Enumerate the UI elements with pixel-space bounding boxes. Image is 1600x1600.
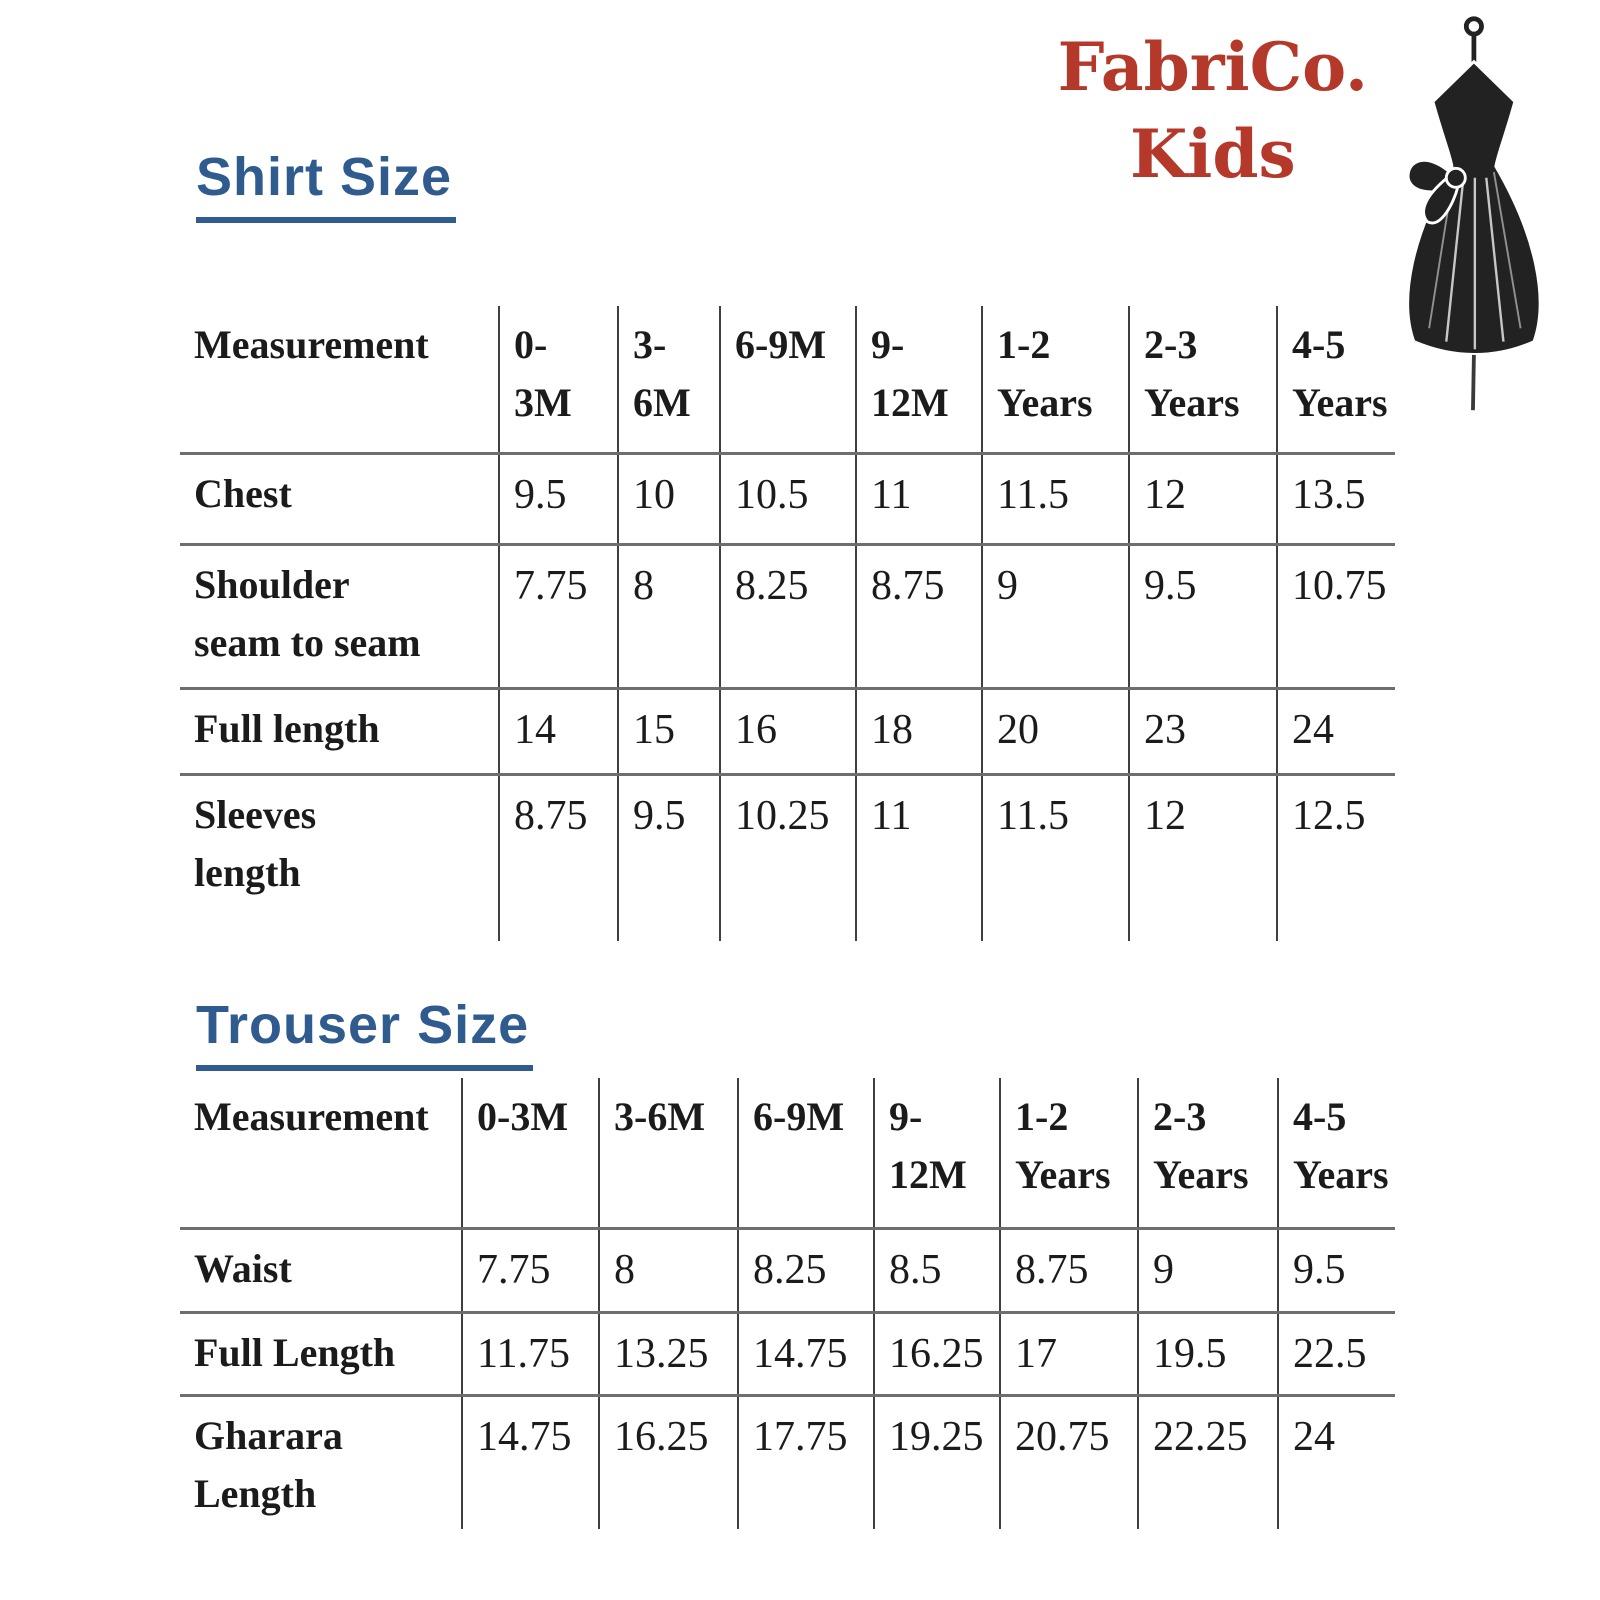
size-value: 16 — [720, 688, 857, 774]
size-value: 15 — [618, 688, 721, 774]
column-header: 6-9M — [720, 306, 857, 453]
size-value: 16.25 — [874, 1312, 1001, 1395]
size-value: 7.75 — [462, 1228, 600, 1312]
size-value: 19.25 — [874, 1395, 1001, 1529]
row-label: Waist — [180, 1228, 463, 1312]
size-value: 20.75 — [1000, 1395, 1139, 1529]
column-header: 4-5 Years — [1292, 322, 1388, 425]
column-header: 3-6M — [599, 1078, 739, 1228]
column-header: 9- 12M — [874, 1078, 1001, 1228]
size-value: 12 — [1129, 453, 1278, 544]
table-row: Sleeves length 8.75 9.5 10.25 11 11.5 12 12.5 — [180, 774, 1395, 941]
size-value: 19.5 — [1138, 1312, 1279, 1395]
table-row: Shoulder seam to seam 7.75 8 8.25 8.75 9 9.5 10… — [180, 544, 1395, 688]
size-value: 8 — [599, 1228, 739, 1312]
size-value: 10.75 — [1292, 562, 1387, 609]
brand-name-line1: FabriCo. — [1057, 28, 1368, 106]
column-header: 2-3 Years — [1138, 1078, 1279, 1228]
column-header: 6-9M — [738, 1078, 875, 1228]
size-value: 8.25 — [720, 544, 857, 688]
row-label: Full length — [180, 688, 500, 774]
column-header: Measurement — [180, 306, 500, 453]
table-row: Full Length 11.75 13.25 14.75 16.25 17 19.5 22.… — [180, 1312, 1395, 1395]
column-header: 1-2 Years — [982, 306, 1130, 453]
size-value: 22.25 — [1138, 1395, 1279, 1529]
dress-mannequin-icon — [1406, 16, 1542, 411]
size-value: 8.25 — [738, 1228, 875, 1312]
column-header: Measurement — [180, 1078, 463, 1228]
size-value: 9.5 — [1129, 544, 1278, 688]
row-label: Full Length — [180, 1312, 463, 1395]
size-value: 14.75 — [462, 1395, 600, 1529]
column-header: 4-5 Years — [1293, 1094, 1389, 1197]
size-value: 8 — [618, 544, 721, 688]
column-header: 3- 6M — [618, 306, 721, 453]
brand-name-line2: Kids — [1129, 115, 1296, 194]
table-row: Gharara Length 14.75 16.25 17.75 19.25 20.75 2… — [180, 1395, 1395, 1529]
size-value: 8.5 — [874, 1228, 1001, 1312]
column-header: 9- 12M — [856, 306, 983, 453]
size-value: 18 — [856, 688, 983, 774]
size-value: 24 — [1293, 1413, 1335, 1460]
size-value: 9 — [1138, 1228, 1279, 1312]
size-value: 9 — [982, 544, 1130, 688]
row-label: Shoulder seam to seam — [180, 544, 500, 688]
size-value: 10.25 — [720, 774, 857, 941]
row-label: Gharara Length — [180, 1395, 463, 1529]
table-row: Chest 9.5 10 10.5 11 11.5 12 13.5 — [180, 453, 1395, 544]
size-value: 9.5 — [499, 453, 619, 544]
shirt-size-table: Measurement 0- 3M 3- 6M 6-9M 9- 12M 1-2 Years… — [180, 306, 1395, 941]
size-value: 16.25 — [599, 1395, 739, 1529]
column-header: 1-2 Years — [1000, 1078, 1139, 1228]
size-value: 13.25 — [599, 1312, 739, 1395]
size-value: 17 — [1000, 1312, 1139, 1395]
column-header: 2-3 Years — [1129, 306, 1278, 453]
size-value: 14 — [499, 688, 619, 774]
size-value: 22.5 — [1293, 1330, 1367, 1377]
size-value: 12 — [1129, 774, 1278, 941]
size-value: 11.5 — [982, 453, 1130, 544]
size-value: 20 — [982, 688, 1130, 774]
size-value: 11 — [856, 774, 983, 941]
size-value: 8.75 — [1000, 1228, 1139, 1312]
table-row: Waist 7.75 8 8.25 8.5 8.75 9 9.5 — [180, 1228, 1395, 1312]
header-row: Measurement 0- 3M 3- 6M 6-9M 9- 12M 1-2 Years… — [180, 306, 1395, 453]
table-row: Full length 14 15 16 18 20 23 24 — [180, 688, 1395, 774]
size-value: 11.75 — [462, 1312, 600, 1395]
row-label: Chest — [180, 453, 500, 544]
size-value: 17.75 — [738, 1395, 875, 1529]
size-value: 8.75 — [499, 774, 619, 941]
size-value: 12.5 — [1292, 792, 1366, 839]
size-value: 8.75 — [856, 544, 983, 688]
size-value: 9.5 — [618, 774, 721, 941]
trouser-size-title: Trouser Size — [196, 995, 534, 1072]
size-value: 11 — [856, 453, 983, 544]
size-value: 11.5 — [982, 774, 1130, 941]
row-label: Sleeves length — [180, 774, 500, 941]
brand-logo: FabriCo. Kids — [1058, 14, 1572, 414]
column-header: 0-3M — [462, 1078, 600, 1228]
header-row: Measurement 0-3M 3-6M 6-9M 9- 12M 1-2 Years 2-… — [180, 1078, 1395, 1228]
column-header: 0- 3M — [499, 306, 619, 453]
size-value: 10.5 — [720, 453, 857, 544]
size-value: 10 — [618, 453, 721, 544]
size-value: 9.5 — [1293, 1246, 1346, 1293]
size-value: 13.5 — [1292, 471, 1366, 518]
brand-name: FabriCo. Kids — [1058, 24, 1368, 198]
size-value: 14.75 — [738, 1312, 875, 1395]
size-value: 23 — [1129, 688, 1278, 774]
size-value: 7.75 — [499, 544, 619, 688]
shirt-size-title: Shirt Size — [196, 147, 457, 224]
trouser-size-table: Measurement 0-3M 3-6M 6-9M 9- 12M 1-2 Years 2-… — [180, 1078, 1395, 1529]
size-value: 24 — [1292, 706, 1334, 753]
